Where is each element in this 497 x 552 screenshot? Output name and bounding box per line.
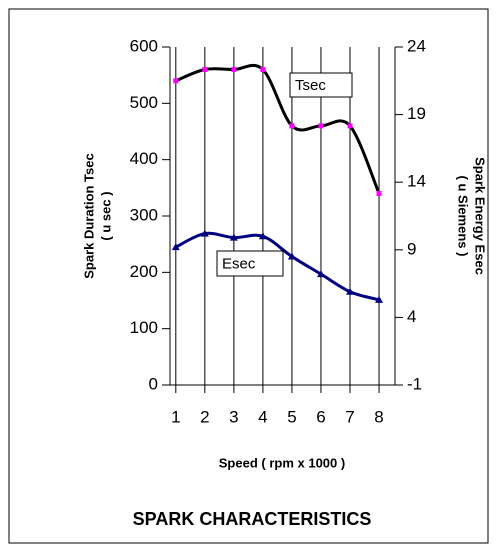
- y-tick-label: 600: [130, 36, 158, 55]
- y2-axis-label: Spark Energy Esec: [473, 157, 488, 275]
- x-tick-label: 1: [171, 407, 180, 426]
- marker: [171, 243, 180, 251]
- y2-tick-label: 19: [407, 104, 426, 123]
- marker: [375, 295, 384, 303]
- series-line: [175, 231, 380, 302]
- y2-tick-label: -1: [407, 374, 422, 393]
- y-tick-label: 100: [130, 318, 158, 337]
- y2-tick-label: 14: [407, 172, 426, 191]
- legend-label: Esec: [222, 255, 256, 272]
- marker: [376, 190, 382, 196]
- y-tick-label: 0: [149, 374, 158, 393]
- marker: [173, 78, 179, 84]
- marker: [287, 252, 296, 260]
- legend-box: [289, 72, 353, 98]
- x-tick-label: 5: [287, 407, 296, 426]
- y-tick-label: 400: [130, 149, 158, 168]
- y-tick-label: 300: [130, 205, 158, 224]
- x-tick-label: 8: [374, 407, 383, 426]
- marker: [202, 67, 208, 73]
- marker: [229, 233, 238, 241]
- marker: [260, 67, 266, 73]
- y-tick-label: 200: [130, 262, 158, 281]
- x-tick-label: 2: [200, 407, 209, 426]
- x-tick-label: 3: [229, 407, 238, 426]
- legend-label: Tsec: [295, 77, 326, 94]
- y-axis-label: Spark Duration Tsec: [81, 153, 96, 278]
- marker: [289, 123, 295, 129]
- y2-tick-label: 9: [407, 239, 416, 258]
- marker: [346, 287, 354, 295]
- marker: [318, 123, 324, 129]
- marker: [231, 67, 237, 73]
- marker: [258, 232, 267, 240]
- y2-axis-label: ( u Siemens ): [456, 176, 471, 257]
- y-axis-label: ( u sec ): [98, 191, 113, 240]
- marker: [347, 123, 353, 129]
- marker: [200, 229, 209, 237]
- marker: [316, 270, 325, 278]
- x-tick-label: 7: [345, 407, 354, 426]
- x-tick-label: 6: [316, 407, 325, 426]
- y-tick-label: 500: [130, 93, 158, 112]
- x-tick-label: 4: [258, 407, 267, 426]
- x-axis-label: Speed ( rpm x 1000 ): [219, 455, 345, 470]
- y2-tick-label: 24: [407, 36, 426, 55]
- chart-title: SPARK CHARACTERISTICS: [133, 509, 372, 529]
- y2-tick-label: 4: [407, 307, 416, 326]
- legend-box: [216, 250, 284, 277]
